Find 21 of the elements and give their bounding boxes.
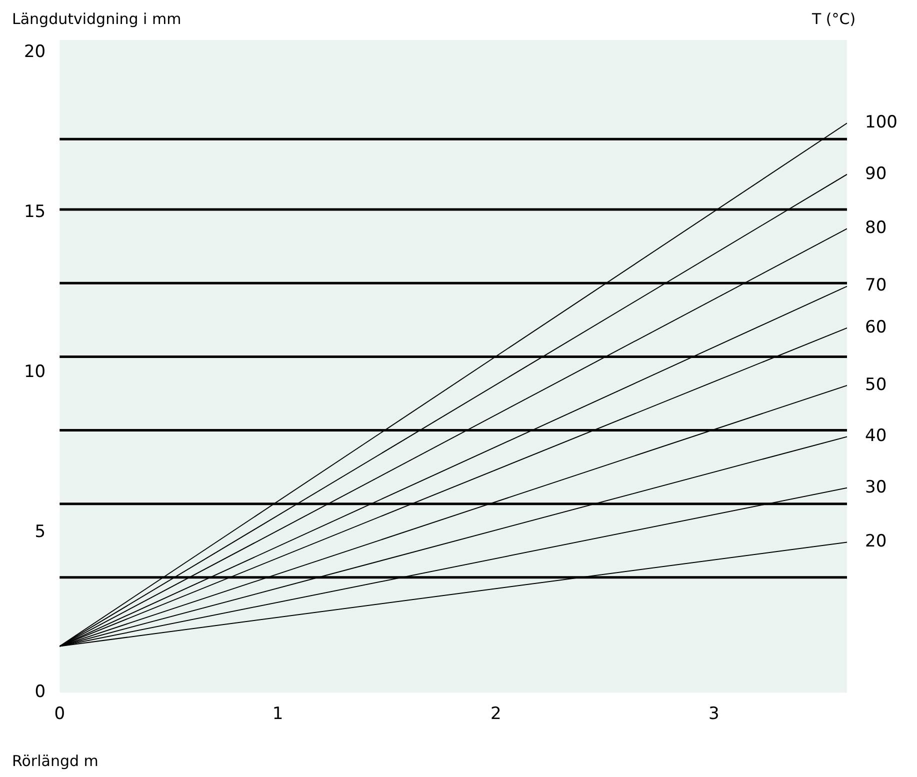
x-tick-label: 2 (490, 704, 502, 724)
series-label: 90 (865, 164, 887, 184)
y-tick-label: 15 (24, 202, 46, 222)
series-label: 40 (865, 426, 887, 446)
y-tick-label: 0 (34, 682, 46, 702)
x-tick-label: 1 (272, 704, 284, 724)
series-label: 100 (865, 112, 898, 133)
series-label: 50 (865, 374, 887, 395)
legend-title: T (°C) (812, 10, 856, 28)
series-label: 60 (865, 317, 887, 338)
series-label: 20 (865, 532, 887, 552)
x-axis-title: Rörlängd m (12, 752, 98, 770)
series-label: 70 (865, 276, 887, 296)
y-tick-label: 20 (24, 42, 46, 62)
x-tick-label: 0 (54, 704, 66, 724)
y-axis-title: Längdutvidgning i mm (12, 10, 182, 28)
series-label: 80 (865, 218, 887, 238)
y-tick-label: 10 (24, 362, 46, 382)
x-tick-label: 3 (708, 704, 720, 724)
y-tick-label: 5 (34, 522, 46, 542)
series-label: 30 (865, 477, 887, 498)
